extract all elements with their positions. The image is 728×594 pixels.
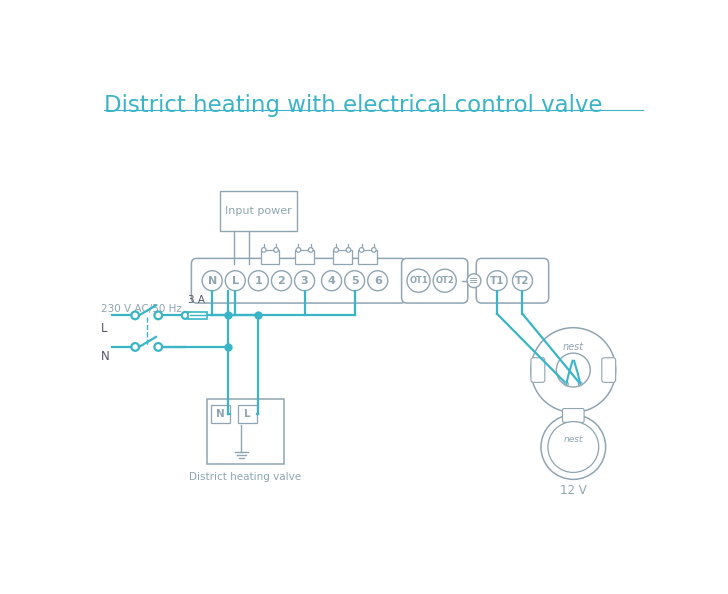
Circle shape [296,248,301,252]
Circle shape [467,274,481,287]
Text: nest: nest [563,435,583,444]
FancyBboxPatch shape [261,250,279,264]
Circle shape [548,422,598,472]
FancyBboxPatch shape [220,191,297,230]
Text: 3 A: 3 A [188,295,205,305]
Text: N: N [100,350,109,363]
Circle shape [407,269,430,292]
Circle shape [309,248,313,252]
Text: N: N [216,409,225,419]
Text: 230 V AC/50 Hz: 230 V AC/50 Hz [100,304,181,314]
Circle shape [433,269,456,292]
Text: 2: 2 [277,276,285,286]
Circle shape [564,382,569,386]
Circle shape [346,248,351,252]
FancyBboxPatch shape [358,250,377,264]
FancyBboxPatch shape [189,311,207,319]
Circle shape [556,353,590,387]
Text: 5: 5 [351,276,358,286]
Text: Input power: Input power [225,206,292,216]
FancyBboxPatch shape [476,258,549,303]
Circle shape [531,328,616,412]
Text: District heating with electrical control valve: District heating with electrical control… [103,94,602,118]
FancyBboxPatch shape [207,399,284,464]
Circle shape [274,248,278,252]
Circle shape [225,271,245,290]
Text: 3: 3 [301,276,309,286]
Circle shape [131,311,139,319]
Circle shape [261,248,266,252]
Text: 12 V: 12 V [560,484,587,497]
Circle shape [541,415,606,479]
Circle shape [371,248,376,252]
Circle shape [344,271,365,290]
Text: 1: 1 [255,276,262,286]
FancyBboxPatch shape [211,405,230,423]
Text: nest: nest [563,342,584,352]
Text: T2: T2 [515,276,530,286]
Circle shape [513,271,532,290]
Text: T1: T1 [490,276,505,286]
Text: District heating valve: District heating valve [189,472,301,482]
Circle shape [578,382,582,386]
Circle shape [295,271,314,290]
FancyBboxPatch shape [602,358,616,383]
FancyBboxPatch shape [191,258,406,303]
Circle shape [182,312,189,319]
Circle shape [334,248,339,252]
Text: ≡: ≡ [470,276,478,286]
Circle shape [322,271,341,290]
Text: L: L [245,409,251,419]
FancyBboxPatch shape [531,358,545,383]
FancyBboxPatch shape [402,258,468,303]
Circle shape [248,271,269,290]
Text: N: N [207,276,217,286]
Text: OT1: OT1 [409,276,428,285]
Circle shape [154,343,162,351]
Text: OT2: OT2 [435,276,454,285]
Text: 6: 6 [373,276,381,286]
Circle shape [202,271,222,290]
FancyBboxPatch shape [238,405,257,423]
Text: L: L [100,321,107,334]
Circle shape [154,311,162,319]
Circle shape [368,271,388,290]
Circle shape [131,343,139,351]
FancyBboxPatch shape [563,409,584,422]
Text: L: L [232,276,239,286]
FancyBboxPatch shape [296,250,314,264]
Text: 4: 4 [328,276,336,286]
Circle shape [487,271,507,290]
Circle shape [359,248,364,252]
FancyBboxPatch shape [333,250,352,264]
Circle shape [272,271,291,290]
